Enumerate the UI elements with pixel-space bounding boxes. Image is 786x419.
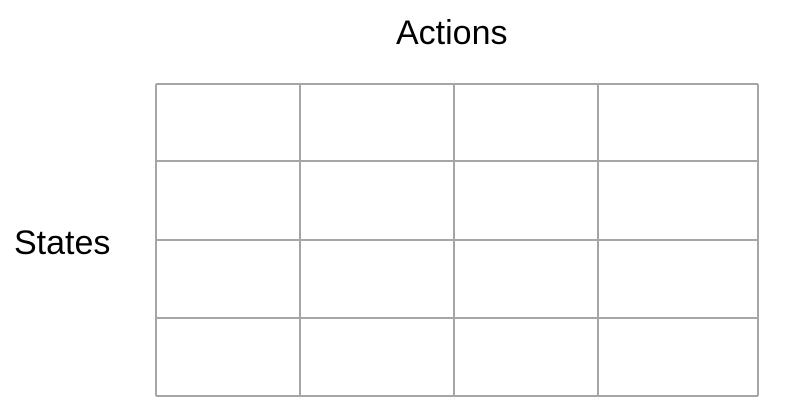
actions-axis-label: Actions [396,14,508,52]
states-axis-label: States [14,224,111,262]
grid-lines [155,83,759,397]
state-action-grid [155,83,759,397]
